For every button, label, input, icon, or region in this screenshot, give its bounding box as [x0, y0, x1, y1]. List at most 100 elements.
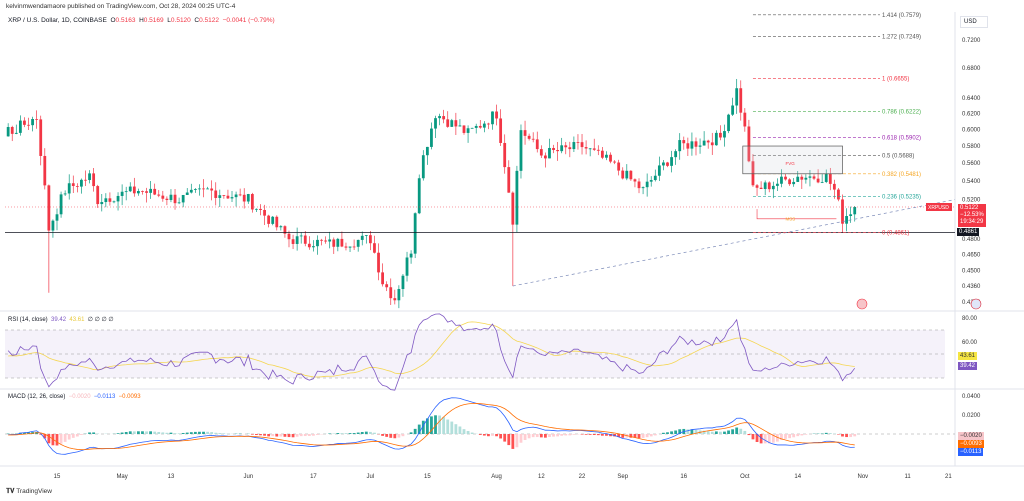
- macd-bar: [373, 432, 376, 434]
- macd-bar: [539, 434, 543, 438]
- candle-body: [421, 155, 425, 179]
- macd-bar: [165, 432, 169, 434]
- macd-bar: [157, 431, 161, 434]
- candle-body: [841, 199, 844, 224]
- candle-body: [564, 145, 568, 148]
- candle-body: [267, 215, 271, 224]
- macd-bar: [169, 432, 173, 434]
- macd-bar: [462, 429, 466, 434]
- fvg-box: [742, 145, 843, 175]
- tradingview-logo[interactable]: 𝐓𝐕 TradingView: [6, 488, 52, 495]
- candle-body: [92, 173, 96, 187]
- macd-bar: [792, 434, 796, 438]
- symbol-tag: [926, 202, 952, 211]
- candle-body: [580, 142, 584, 148]
- candle-body: [145, 191, 148, 193]
- candle-body: [96, 186, 100, 205]
- candle-body: [430, 128, 433, 147]
- publisher-line: kelvinmwendamaore published on TradingVi…: [6, 3, 236, 10]
- macd-bar: [92, 432, 96, 434]
- candle-body: [710, 142, 714, 146]
- candle-body: [682, 140, 686, 144]
- candle-body: [808, 176, 812, 178]
- macd-bar: [796, 434, 800, 437]
- candle-body: [482, 123, 486, 128]
- fib-level-label: 0.5 (0.5688): [882, 154, 914, 160]
- candle-body: [727, 114, 730, 132]
- candle-body: [275, 216, 279, 228]
- candle-body: [206, 188, 209, 190]
- macd-bar: [43, 434, 47, 439]
- macd-bar: [137, 431, 140, 434]
- candle-body: [759, 187, 763, 190]
- candle-body: [250, 194, 254, 210]
- rsi-tick: 60.00: [962, 340, 978, 346]
- candle-body: [442, 116, 446, 120]
- candle-body: [568, 147, 572, 150]
- candle-body: [63, 193, 67, 195]
- macd-bar: [458, 426, 462, 434]
- macd-bar: [401, 434, 405, 437]
- candle-body: [255, 208, 258, 210]
- candle-body: [775, 183, 779, 186]
- candle-body: [600, 150, 604, 158]
- macd-bar: [531, 434, 535, 438]
- candle-body: [385, 284, 389, 288]
- macd-bar: [645, 434, 649, 438]
- macd-bar: [544, 434, 547, 438]
- candle-body: [800, 176, 804, 180]
- price-tick: 0.6200: [962, 111, 981, 117]
- macd-bar: [55, 434, 59, 446]
- candle-body: [820, 181, 824, 183]
- macd-hist-value: −0.0020: [68, 394, 91, 400]
- macd-bar: [250, 434, 254, 435]
- candle-body: [576, 142, 580, 143]
- candle-body: [373, 243, 376, 253]
- macd-bar: [263, 434, 266, 436]
- macd-bar: [584, 434, 588, 435]
- macd-bar: [120, 432, 124, 434]
- macd-bar: [132, 431, 136, 434]
- candle-body: [535, 139, 539, 150]
- high-value: 0.5169: [143, 17, 164, 24]
- macd-bar: [719, 431, 722, 434]
- candle-body: [621, 170, 625, 179]
- macd-bar: [491, 434, 494, 436]
- macd-bar: [198, 431, 201, 434]
- support-price-label: 0.4861: [957, 228, 980, 236]
- candle-body: [84, 179, 87, 181]
- macd-bar: [662, 432, 665, 434]
- rsi-tick: 80.00: [962, 316, 978, 322]
- currency-button[interactable]: USD: [960, 16, 988, 28]
- macd-bar: [751, 434, 755, 440]
- macd-bar: [417, 424, 421, 434]
- macd-bar: [629, 434, 633, 438]
- rsi-extra: ∅ ∅ ∅ ∅: [87, 317, 114, 323]
- macd-bar: [295, 434, 299, 437]
- macd-bar: [727, 430, 730, 434]
- candle-body: [316, 239, 319, 247]
- macd-bar: [425, 418, 429, 434]
- candle-body: [181, 194, 185, 203]
- candle-body: [637, 181, 641, 189]
- candle-body: [307, 243, 311, 248]
- macd-bar: [177, 433, 181, 434]
- candle-body: [588, 148, 592, 150]
- fib-level-label: 0.236 (0.5235): [882, 194, 921, 200]
- symbol-title[interactable]: XRP / U.S. Dollar, 1D, COINBASE: [8, 17, 107, 24]
- macd-bar: [218, 433, 222, 434]
- rsi-ma-value: 43.61: [69, 317, 85, 323]
- macd-value: −0.0113: [93, 394, 116, 400]
- candle-body: [177, 202, 181, 204]
- candle-body: [425, 146, 429, 156]
- candle-body: [438, 116, 441, 119]
- candle-body: [332, 239, 336, 247]
- macd-bar: [714, 431, 718, 434]
- fib-level-label: 1 (0.6655): [882, 77, 909, 83]
- candle-body: [108, 198, 112, 202]
- candle-body: [80, 179, 83, 187]
- candle-body: [161, 195, 165, 199]
- candle-body: [596, 149, 600, 151]
- macd-bar: [145, 431, 148, 434]
